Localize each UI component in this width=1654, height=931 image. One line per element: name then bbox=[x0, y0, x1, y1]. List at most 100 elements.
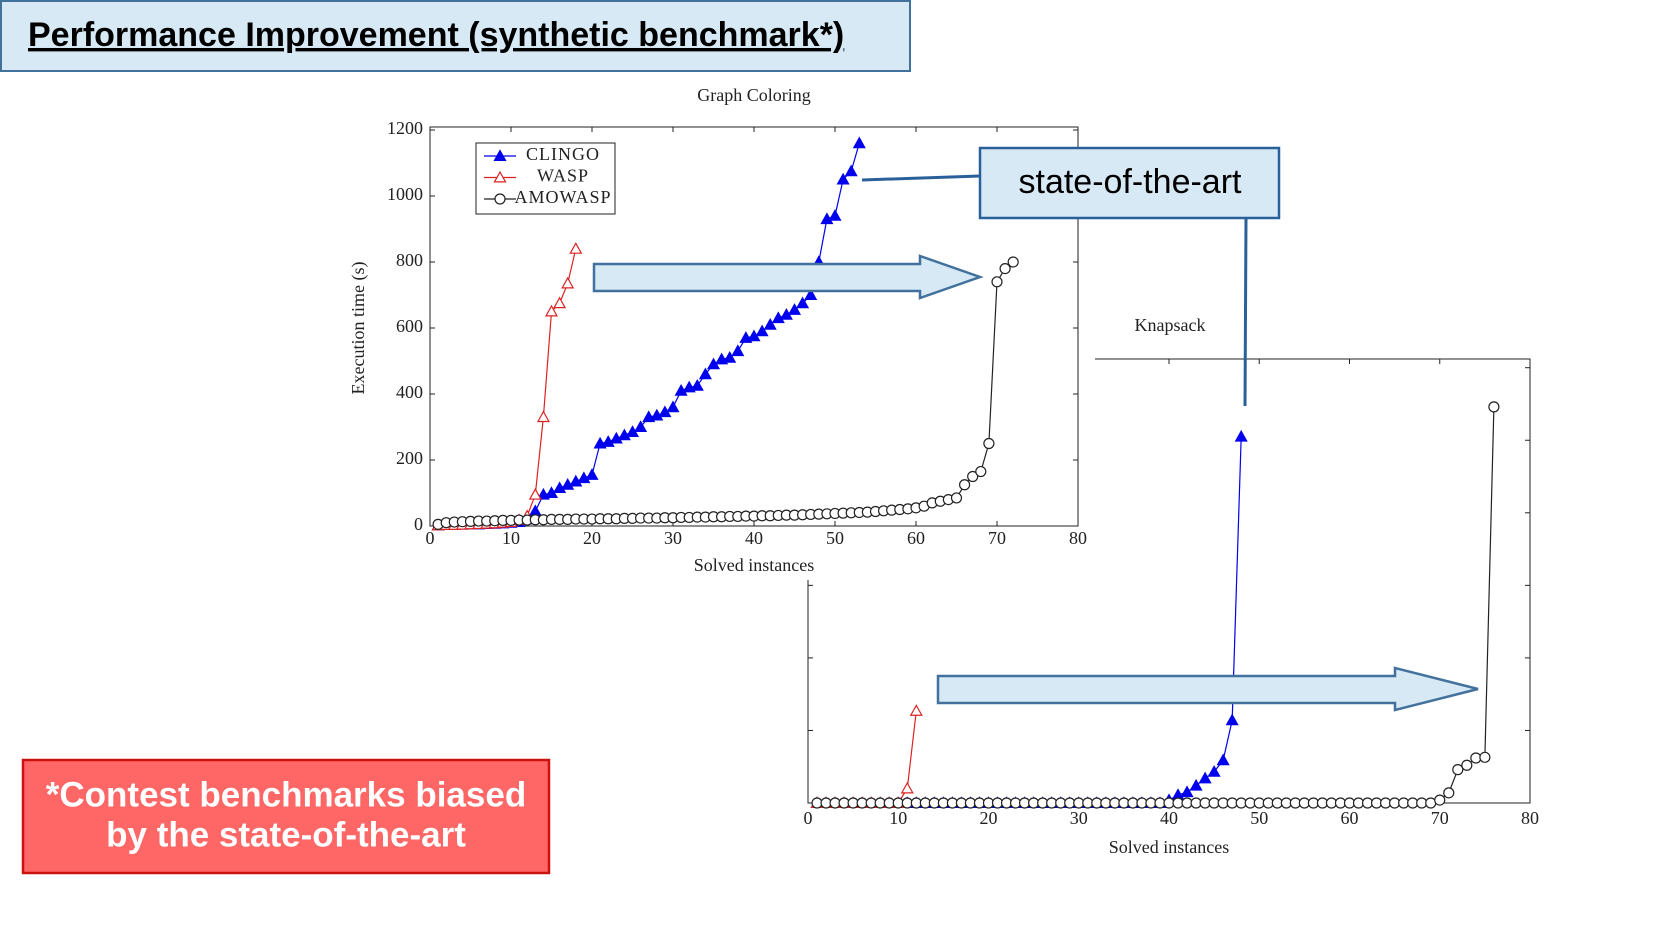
chart-title: Graph Coloring bbox=[697, 85, 810, 105]
marker bbox=[650, 408, 664, 421]
x-tick-label: 80 bbox=[1069, 528, 1087, 548]
marker bbox=[991, 276, 1003, 288]
marker bbox=[909, 704, 923, 716]
y-tick-label: 0 bbox=[414, 514, 423, 534]
note-line: by the state-of-the-art bbox=[106, 815, 466, 854]
marker bbox=[1225, 713, 1239, 726]
marker bbox=[601, 435, 615, 447]
legend-label: CLINGO bbox=[526, 144, 600, 164]
y-tick-label: 1000 bbox=[387, 184, 423, 204]
marker bbox=[528, 487, 542, 500]
header: Performance Improvement (synthetic bench… bbox=[28, 16, 844, 54]
marker bbox=[755, 324, 769, 337]
x-tick-label: 10 bbox=[502, 528, 520, 548]
marker bbox=[1234, 429, 1248, 442]
marker bbox=[569, 242, 583, 254]
marker bbox=[585, 468, 599, 480]
marker bbox=[950, 492, 963, 504]
marker bbox=[852, 136, 866, 149]
callout: state-of-the-art bbox=[1019, 163, 1243, 201]
legend-marker bbox=[493, 170, 507, 183]
marker bbox=[553, 481, 567, 494]
marker bbox=[828, 209, 842, 221]
marker bbox=[1479, 751, 1491, 763]
x-tick-label: 80 bbox=[1521, 808, 1539, 828]
y-tick-label: 200 bbox=[396, 448, 423, 468]
marker bbox=[771, 311, 785, 324]
x-tick-label: 10 bbox=[889, 808, 907, 828]
marker bbox=[975, 465, 987, 478]
marker bbox=[634, 420, 648, 432]
marker bbox=[561, 478, 575, 490]
y-tick-label: 1200 bbox=[387, 118, 423, 138]
x-tick-label: 50 bbox=[826, 528, 844, 548]
y-axis-label: Execution time (s) bbox=[348, 262, 369, 395]
x-tick-label: 20 bbox=[583, 528, 601, 548]
marker bbox=[999, 263, 1011, 275]
marker bbox=[958, 479, 971, 491]
callout-box bbox=[978, 146, 1281, 220]
marker bbox=[690, 379, 704, 391]
marker bbox=[536, 410, 550, 423]
note-line: *Contest benchmarks biased bbox=[46, 775, 526, 814]
legend-marker bbox=[493, 149, 507, 161]
chart-title: Knapsack bbox=[1135, 315, 1206, 335]
y-tick-label: 800 bbox=[396, 250, 423, 270]
legend-label: WASP bbox=[537, 166, 589, 186]
arrow bbox=[592, 254, 984, 300]
y-tick-label: 600 bbox=[396, 316, 423, 336]
marker bbox=[1198, 771, 1212, 784]
marker bbox=[763, 317, 777, 330]
y-tick-label: 400 bbox=[396, 382, 423, 402]
marker bbox=[1461, 759, 1473, 771]
x-tick-label: 30 bbox=[1070, 808, 1088, 828]
marker bbox=[731, 344, 745, 357]
legend-marker bbox=[494, 193, 506, 205]
x-tick-label: 60 bbox=[1341, 808, 1359, 828]
marker bbox=[787, 303, 802, 315]
legend-label: AMOWASP bbox=[514, 187, 611, 207]
marker bbox=[561, 276, 575, 289]
x-axis-label: Solved instances bbox=[1109, 837, 1229, 857]
callout-line bbox=[861, 174, 981, 182]
marker bbox=[544, 304, 559, 317]
marker bbox=[1007, 256, 1019, 268]
x-tick-label: 50 bbox=[1250, 808, 1268, 828]
note-box bbox=[21, 758, 551, 875]
marker bbox=[1434, 794, 1446, 806]
arrow bbox=[936, 666, 1479, 712]
x-tick-label: 40 bbox=[745, 528, 763, 548]
x-tick-label: 0 bbox=[426, 528, 435, 548]
marker bbox=[1443, 787, 1455, 799]
marker bbox=[1207, 765, 1221, 777]
marker bbox=[844, 164, 858, 177]
marker bbox=[1488, 401, 1500, 413]
marker bbox=[666, 400, 680, 413]
overlay: Performance Improvement (synthetic bench… bbox=[0, 0, 1479, 875]
marker bbox=[553, 296, 567, 309]
graph-coloring-chart: Graph Coloring Solved instances Execution … bbox=[348, 85, 1087, 575]
marker bbox=[967, 470, 979, 483]
marker bbox=[900, 781, 914, 794]
x-tick-label: 20 bbox=[980, 808, 998, 828]
marker bbox=[804, 288, 818, 300]
marker bbox=[1180, 785, 1194, 798]
marker bbox=[569, 474, 583, 487]
x-tick-label: 70 bbox=[988, 528, 1006, 548]
callout-line bbox=[1243, 217, 1248, 407]
marker bbox=[1452, 764, 1464, 776]
knapsack-chart: Knapsack Solved instances 0 10 20 30 40 50 60 70 8… bbox=[804, 315, 1540, 857]
x-tick-label: 70 bbox=[1431, 808, 1449, 828]
marker bbox=[723, 350, 737, 363]
marker bbox=[617, 428, 631, 441]
header-box bbox=[0, 0, 911, 72]
marker bbox=[609, 431, 623, 444]
marker bbox=[983, 437, 995, 450]
marker bbox=[577, 471, 591, 484]
x-tick-label: 40 bbox=[1160, 808, 1178, 828]
x-axis-label: Solved instances bbox=[694, 555, 814, 575]
marker bbox=[836, 172, 850, 185]
marker bbox=[674, 383, 688, 396]
